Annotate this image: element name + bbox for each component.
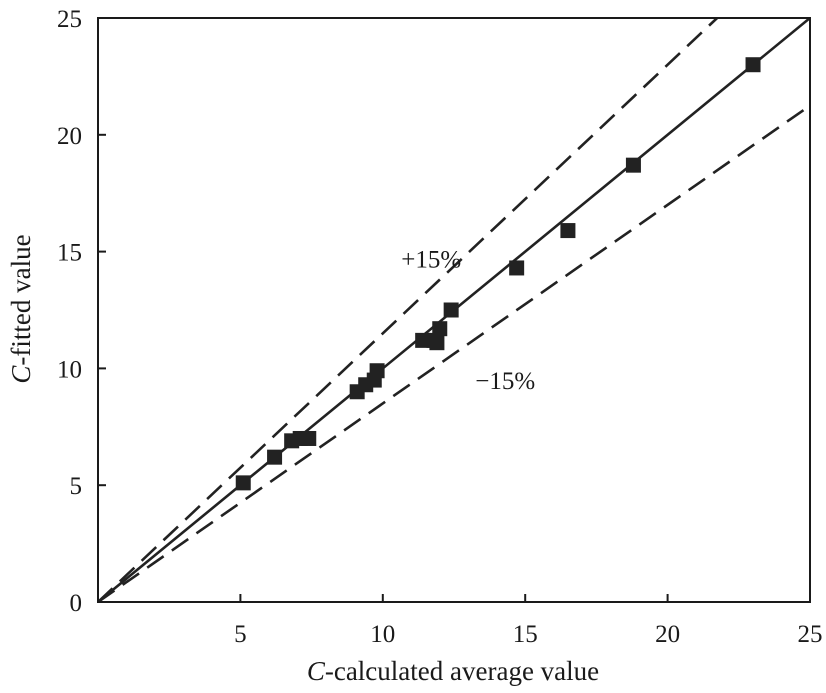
data-point — [560, 223, 576, 239]
y-tick-label: 0 — [70, 590, 83, 617]
data-point — [432, 321, 448, 337]
y-axis-title: C-fitted value — [6, 234, 36, 383]
data-point — [301, 430, 317, 446]
data-point — [443, 302, 459, 318]
data-point — [369, 363, 385, 379]
y-tick-label: 25 — [57, 6, 82, 33]
x-axis-ticks: 5 10 15 20 25 — [234, 594, 823, 648]
data-point — [625, 157, 641, 173]
x-tick-label: 20 — [655, 621, 680, 648]
data-point — [745, 57, 761, 73]
plot-content — [98, 18, 810, 602]
x-tick-label: 5 — [234, 621, 247, 648]
x-axis-title: C-calculated average value — [307, 656, 599, 686]
data-point — [509, 260, 525, 276]
y-tick-label: 10 — [57, 356, 82, 383]
x-tick-label: 10 — [370, 621, 395, 648]
annotations: +15% −15% — [401, 247, 535, 395]
y-tick-label: 20 — [57, 123, 82, 150]
y-axis-ticks: 0 5 10 15 20 25 — [57, 6, 106, 617]
annotation-label: −15% — [475, 368, 535, 395]
annotation-label: +15% — [401, 247, 461, 274]
y-tick-label: 15 — [57, 240, 82, 267]
x-tick-label: 15 — [513, 621, 538, 648]
data-point — [267, 449, 283, 465]
x-tick-label: 25 — [798, 621, 823, 648]
data-point — [429, 335, 445, 351]
plot-frame — [97, 17, 811, 603]
reference-line-1 — [98, 18, 719, 602]
y-tick-label: 5 — [70, 473, 83, 500]
data-point — [235, 475, 251, 491]
reference-line-2 — [98, 104, 810, 602]
data-point — [415, 332, 431, 348]
